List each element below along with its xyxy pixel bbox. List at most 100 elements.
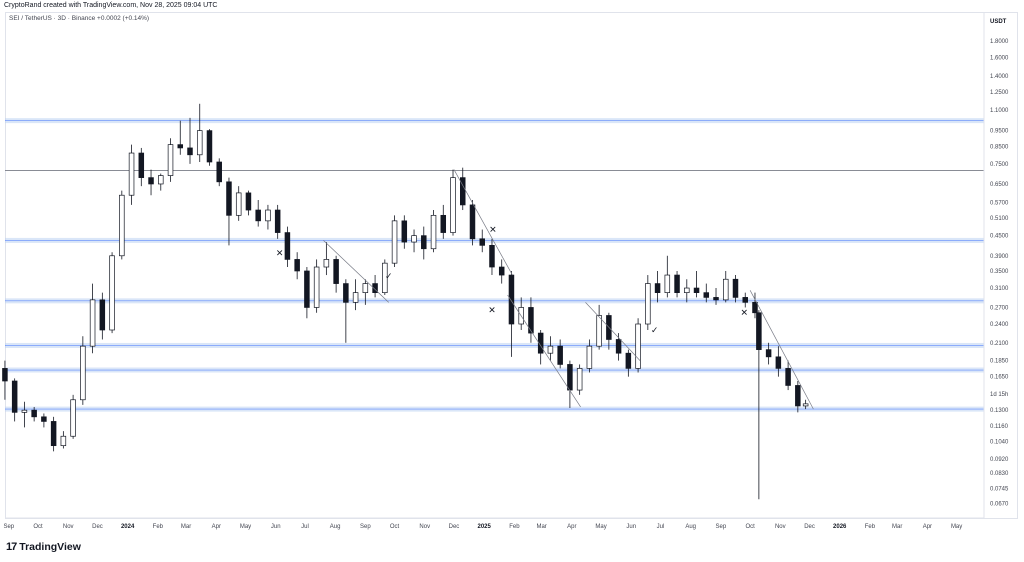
candle-body <box>333 259 339 284</box>
time-tick: Oct <box>33 524 43 530</box>
candle <box>70 394 76 439</box>
symbol-label: SEI / TetherUS · 3D · Binance <box>9 15 96 22</box>
candle <box>245 190 252 216</box>
brand-name: TradingView <box>19 541 81 553</box>
candle <box>333 255 339 293</box>
candle <box>216 158 222 187</box>
price-tick: 0.1650 <box>990 375 1009 381</box>
time-tick: Nov <box>63 524 74 530</box>
candle-body <box>196 130 203 156</box>
candle-body <box>430 214 437 250</box>
candle <box>795 380 801 413</box>
candle-body <box>635 323 641 369</box>
candle-body <box>401 220 408 243</box>
price-tick: 0.2400 <box>990 322 1009 328</box>
candle-body <box>274 209 281 233</box>
candle-body <box>382 262 388 293</box>
candle <box>128 144 135 205</box>
price-tick: 0.5700 <box>990 200 1009 206</box>
candle-body <box>752 301 758 314</box>
chart-attribution: CryptoRand created with TradingView.com,… <box>4 2 218 9</box>
candle-body <box>795 385 801 407</box>
candle <box>294 252 300 280</box>
time-tick: Sep <box>360 524 371 530</box>
candle-body <box>128 152 135 196</box>
candle <box>508 270 515 357</box>
price-axis[interactable]: 1.8000 1.6000 1.4000 1.2500 1.1000 0.9500 0.85… <box>990 39 1009 508</box>
candle <box>352 279 359 311</box>
candle-body <box>226 181 232 216</box>
candle-body <box>802 403 809 407</box>
trendline <box>453 169 513 276</box>
price-tick: 1.4000 <box>990 74 1009 80</box>
candle <box>138 147 145 187</box>
candle-body <box>362 283 369 293</box>
time-tick: Feb <box>865 524 876 530</box>
candle <box>50 416 57 452</box>
time-tick: Dec <box>804 524 815 530</box>
candle-body <box>674 274 680 293</box>
candle <box>31 406 37 422</box>
time-tick: Oct <box>745 524 755 530</box>
price-tick: 0.6500 <box>990 182 1009 188</box>
time-tick: Nov <box>419 524 430 530</box>
time-tick: 2024 <box>121 524 135 530</box>
candle-body <box>41 416 47 422</box>
price-tick: 0.3900 <box>990 254 1009 260</box>
candle-body <box>109 255 115 331</box>
candle <box>537 329 544 365</box>
time-tick: 2025 <box>478 524 492 530</box>
candle <box>625 349 632 377</box>
tradingview-logo[interactable]: 17 TradingView <box>6 541 81 553</box>
candle <box>421 226 427 260</box>
candle <box>645 275 651 330</box>
candle <box>411 229 417 253</box>
candle <box>226 177 232 246</box>
price-tick: 0.7500 <box>990 162 1009 168</box>
candle-body <box>284 232 291 260</box>
candle <box>713 288 719 305</box>
symbol-legend[interactable]: SEI / TetherUS · 3D · Binance +0.0002 (+… <box>9 15 149 22</box>
candle-body <box>21 409 28 413</box>
candle-body <box>255 209 261 222</box>
candle <box>752 292 758 319</box>
candle <box>557 339 563 369</box>
candle <box>11 378 18 422</box>
candle-body <box>313 266 320 308</box>
candle <box>284 226 291 268</box>
candle <box>60 431 67 449</box>
check-marker: ✓ <box>385 272 393 282</box>
time-tick: Nov <box>775 524 786 530</box>
candle <box>401 215 408 249</box>
time-tick: Jul <box>657 524 665 530</box>
candle <box>742 292 748 308</box>
time-tick: Jul <box>301 524 309 530</box>
time-axis[interactable]: Sep Oct Nov Dec 2024 Feb Mar Apr May Jun Jul Aug Sep… <box>3 524 962 530</box>
candle-body <box>576 368 583 391</box>
time-tick: Feb <box>509 524 520 530</box>
candle-body <box>537 332 544 354</box>
time-tick: May <box>240 524 251 530</box>
candle <box>119 190 125 260</box>
candle-body <box>372 283 378 293</box>
price-tick: 0.8500 <box>990 144 1009 150</box>
price-tick: 0.4500 <box>990 234 1009 240</box>
candle-body <box>615 339 622 354</box>
time-tick: Apr <box>567 524 576 530</box>
time-tick: May <box>595 524 606 530</box>
candle-body <box>450 177 456 233</box>
candle-body <box>703 292 710 298</box>
candle <box>469 199 476 246</box>
candle-body <box>323 259 330 268</box>
time-tick: Sep <box>3 524 14 530</box>
candle-body <box>265 209 271 222</box>
price-tick: 0.1850 <box>990 359 1009 365</box>
candle <box>80 336 86 405</box>
candle <box>498 259 505 284</box>
trendline <box>585 302 641 361</box>
candle-body <box>664 274 671 293</box>
candle-body <box>138 152 145 178</box>
candle-body <box>567 364 573 391</box>
candle <box>732 275 739 303</box>
